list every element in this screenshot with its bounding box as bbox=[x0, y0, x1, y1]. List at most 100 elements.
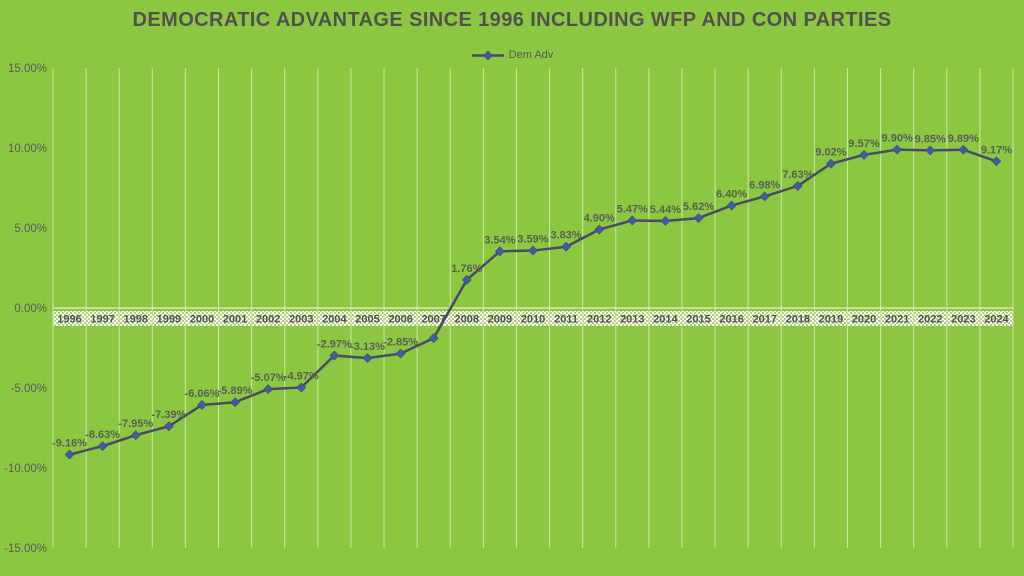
y-axis-tick-label: 0.00% bbox=[14, 303, 47, 315]
x-axis-label-background bbox=[185, 311, 218, 326]
data-point-label: -8.63% bbox=[85, 429, 120, 441]
x-axis-label-background bbox=[384, 311, 417, 326]
x-axis-year-label: 2022 bbox=[918, 314, 942, 326]
series-line bbox=[68, 148, 998, 456]
data-point-label: 5.47% bbox=[617, 203, 648, 215]
x-axis-label-background bbox=[715, 311, 748, 326]
x-axis-year-label: 2009 bbox=[488, 314, 512, 326]
x-axis-label-background bbox=[517, 311, 549, 326]
x-axis-year-label: 2017 bbox=[752, 314, 776, 326]
data-point-label: 9.02% bbox=[815, 147, 846, 159]
x-axis-year-label: 2024 bbox=[984, 314, 1009, 326]
data-point-marker bbox=[395, 348, 406, 359]
data-point-marker bbox=[660, 216, 671, 226]
x-axis-label-background bbox=[119, 311, 152, 326]
x-axis-label-background bbox=[483, 311, 516, 326]
data-point-label: 7.63% bbox=[782, 169, 813, 181]
data-point-marker bbox=[64, 449, 75, 460]
x-axis-label-background bbox=[682, 311, 715, 326]
data-point-label: -4.97% bbox=[284, 371, 319, 383]
x-axis-label-background bbox=[649, 311, 682, 326]
x-axis-year-label: 2021 bbox=[885, 314, 909, 326]
data-point-label: 3.54% bbox=[484, 234, 515, 246]
data-point-label: -7.95% bbox=[118, 418, 153, 430]
x-axis-label-background bbox=[351, 311, 384, 326]
chart-title: DEMOCRATIC ADVANTAGE SINCE 1996 INCLUDIN… bbox=[132, 9, 892, 31]
y-axis-tick-label: -5.00% bbox=[11, 383, 47, 395]
x-axis-year-label: 2016 bbox=[719, 314, 743, 326]
data-point-label: 5.62% bbox=[683, 201, 714, 213]
data-point-marker bbox=[826, 158, 836, 169]
data-point-marker bbox=[461, 274, 472, 285]
x-axis-label-background bbox=[914, 311, 947, 326]
x-axis-label-background bbox=[285, 311, 318, 326]
x-axis-year-label: 2001 bbox=[223, 314, 247, 326]
x-axis-year-label: 2006 bbox=[388, 314, 412, 326]
data-point-marker bbox=[494, 246, 505, 257]
legend: Dem Adv bbox=[0, 49, 1024, 61]
x-axis-label-background bbox=[947, 311, 980, 326]
x-axis-year-label: 2020 bbox=[852, 314, 876, 326]
legend-label: Dem Adv bbox=[508, 49, 554, 61]
data-point-marker bbox=[561, 241, 572, 252]
data-point-marker bbox=[859, 149, 869, 160]
x-axis-label-background bbox=[252, 311, 285, 326]
x-axis-year-label: 1999 bbox=[157, 314, 181, 326]
x-axis-year-label: 2003 bbox=[289, 314, 313, 326]
y-axis-tick-label: -15.00% bbox=[4, 543, 47, 555]
x-axis-label-background bbox=[848, 311, 881, 326]
data-point-label: 1.76% bbox=[451, 263, 482, 275]
y-axis-tick-label: 10.00% bbox=[8, 143, 47, 155]
data-point-marker bbox=[97, 441, 108, 452]
data-point-marker bbox=[428, 333, 439, 344]
x-axis-year-label: 2015 bbox=[686, 314, 710, 326]
data-point-marker bbox=[594, 224, 605, 235]
data-point-label: 6.98% bbox=[749, 179, 780, 191]
legend-line-marker-icon bbox=[471, 50, 504, 60]
y-axis-tick-label: 5.00% bbox=[14, 223, 47, 235]
data-point-marker bbox=[925, 145, 936, 156]
data-point-marker bbox=[296, 382, 307, 393]
data-point-marker bbox=[263, 384, 274, 395]
data-point-label: 9.89% bbox=[948, 133, 979, 145]
data-point-marker bbox=[130, 430, 141, 441]
x-axis-label-background bbox=[86, 311, 119, 326]
data-point-label: 3.83% bbox=[551, 230, 582, 242]
x-axis-year-label: 2013 bbox=[620, 314, 644, 326]
x-axis-year-label: 2011 bbox=[554, 314, 578, 326]
data-point-label: -2.97% bbox=[317, 339, 352, 351]
x-axis-year-label: 2023 bbox=[951, 314, 975, 326]
y-axis-tick-label: -10.00% bbox=[4, 463, 47, 475]
data-point-marker bbox=[991, 156, 1002, 167]
x-axis-label-background bbox=[748, 311, 781, 326]
data-point-marker bbox=[197, 400, 207, 410]
x-axis-label-background bbox=[814, 311, 847, 326]
data-point-label: -5.89% bbox=[218, 385, 253, 397]
data-point-label: 5.44% bbox=[650, 204, 681, 216]
x-axis-year-label: 2019 bbox=[819, 314, 843, 326]
x-axis-year-label: 2004 bbox=[322, 314, 347, 326]
x-axis-label-background bbox=[450, 311, 483, 326]
x-axis-label-background bbox=[616, 311, 649, 326]
data-point-label: -6.06% bbox=[185, 388, 220, 400]
x-axis-label-background bbox=[550, 311, 583, 326]
data-point-label: 9.17% bbox=[981, 144, 1012, 156]
x-axis-label-background bbox=[53, 311, 86, 326]
y-axis-tick-label: 15.00% bbox=[8, 63, 47, 75]
data-point-label: 9.85% bbox=[915, 133, 946, 145]
data-point-label: -7.39% bbox=[151, 409, 186, 421]
x-axis-year-label: 2005 bbox=[355, 314, 379, 326]
x-axis-label-background bbox=[980, 311, 1013, 326]
data-point-label: 6.40% bbox=[716, 189, 747, 201]
x-axis-year-label: 2014 bbox=[653, 314, 678, 326]
data-point-marker bbox=[230, 397, 240, 408]
x-axis-year-label: 2010 bbox=[521, 314, 545, 326]
data-point-label: -9.16% bbox=[52, 438, 87, 450]
x-axis-label-background bbox=[152, 311, 185, 326]
data-point-label: 9.90% bbox=[882, 133, 913, 145]
x-axis-year-label: 1996 bbox=[57, 314, 81, 326]
x-axis-label-background bbox=[219, 311, 252, 326]
data-point-marker bbox=[329, 350, 340, 361]
x-axis-year-label: 2000 bbox=[190, 314, 214, 326]
